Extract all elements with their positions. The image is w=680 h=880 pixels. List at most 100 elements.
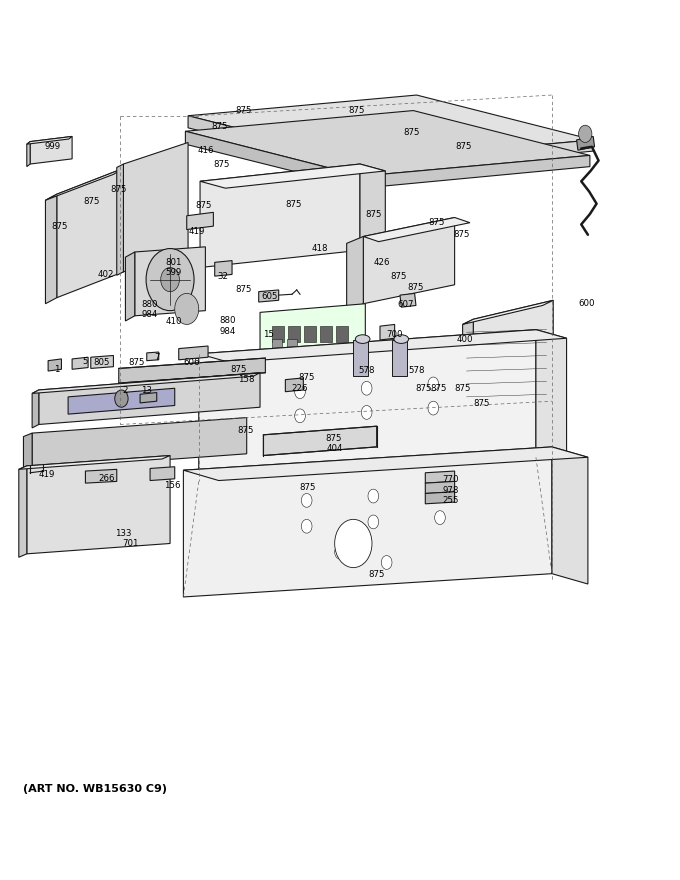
Polygon shape — [199, 330, 566, 363]
Circle shape — [175, 293, 199, 325]
Text: 875: 875 — [430, 384, 447, 392]
Circle shape — [361, 381, 372, 395]
Text: 605: 605 — [262, 292, 278, 301]
Bar — [288, 326, 300, 341]
Text: 875: 875 — [369, 570, 385, 579]
Polygon shape — [179, 346, 208, 360]
Polygon shape — [140, 392, 157, 403]
Polygon shape — [577, 136, 594, 150]
Circle shape — [428, 377, 439, 391]
Circle shape — [301, 494, 312, 507]
Polygon shape — [32, 390, 39, 428]
Text: 158: 158 — [239, 375, 255, 385]
Bar — [272, 326, 284, 341]
Circle shape — [294, 409, 305, 422]
Polygon shape — [48, 359, 61, 371]
Text: 416: 416 — [197, 146, 214, 155]
Polygon shape — [68, 388, 175, 414]
Text: 255: 255 — [443, 495, 459, 505]
Polygon shape — [23, 433, 32, 473]
Polygon shape — [150, 466, 175, 480]
Circle shape — [435, 510, 445, 524]
Circle shape — [335, 519, 372, 568]
Polygon shape — [400, 293, 416, 307]
Text: 805: 805 — [93, 358, 109, 367]
Polygon shape — [258, 290, 279, 302]
Ellipse shape — [394, 334, 409, 343]
Circle shape — [294, 385, 305, 399]
Text: 875: 875 — [454, 384, 471, 392]
Text: 402: 402 — [97, 270, 114, 279]
Polygon shape — [30, 136, 72, 164]
Text: 400: 400 — [457, 335, 473, 344]
Text: 701: 701 — [122, 539, 138, 548]
Text: 1: 1 — [54, 365, 60, 374]
Text: 419: 419 — [39, 470, 55, 479]
Text: 875: 875 — [404, 128, 420, 137]
Polygon shape — [27, 456, 170, 554]
Text: 875: 875 — [235, 284, 252, 294]
Text: 875: 875 — [408, 282, 424, 292]
Bar — [287, 339, 296, 348]
Polygon shape — [425, 481, 455, 494]
Text: (ART NO. WB15630 C9): (ART NO. WB15630 C9) — [23, 784, 167, 795]
Text: 419: 419 — [188, 227, 205, 236]
Text: 875: 875 — [390, 272, 407, 281]
Text: 13: 13 — [141, 386, 152, 395]
Text: 801: 801 — [165, 258, 182, 267]
Circle shape — [428, 401, 439, 415]
Text: 133: 133 — [115, 529, 132, 538]
Polygon shape — [32, 418, 247, 469]
Polygon shape — [19, 456, 170, 469]
Polygon shape — [552, 447, 588, 584]
Polygon shape — [462, 319, 473, 434]
Circle shape — [301, 519, 312, 533]
Polygon shape — [46, 194, 57, 304]
Text: 875: 875 — [195, 201, 211, 210]
Polygon shape — [119, 358, 265, 383]
Text: 875: 875 — [299, 373, 315, 383]
Circle shape — [579, 125, 592, 143]
Text: 578: 578 — [409, 366, 425, 375]
Text: 875: 875 — [473, 400, 490, 408]
Polygon shape — [19, 466, 27, 557]
Polygon shape — [46, 168, 124, 201]
Polygon shape — [360, 164, 386, 257]
Text: 875: 875 — [211, 121, 228, 130]
Text: 875: 875 — [365, 209, 381, 218]
Text: 978: 978 — [443, 486, 459, 495]
Polygon shape — [536, 330, 566, 466]
Polygon shape — [200, 164, 360, 268]
Polygon shape — [425, 471, 455, 483]
Circle shape — [361, 406, 372, 419]
Text: 5: 5 — [83, 357, 88, 366]
Text: 32: 32 — [218, 272, 229, 281]
Text: 875: 875 — [52, 222, 69, 231]
Text: 875: 875 — [348, 106, 365, 115]
Text: 880: 880 — [142, 300, 158, 309]
Polygon shape — [363, 217, 455, 304]
Circle shape — [146, 248, 194, 311]
Polygon shape — [260, 304, 365, 357]
Text: 15: 15 — [262, 330, 273, 340]
Text: 875: 875 — [84, 197, 101, 207]
Polygon shape — [186, 111, 590, 176]
Polygon shape — [365, 140, 593, 172]
Polygon shape — [363, 217, 470, 242]
Polygon shape — [380, 325, 394, 340]
Polygon shape — [347, 237, 363, 311]
Polygon shape — [286, 378, 303, 392]
Text: 600: 600 — [578, 299, 595, 308]
Polygon shape — [57, 168, 124, 297]
Text: 266: 266 — [99, 474, 115, 483]
Text: 599: 599 — [165, 268, 182, 277]
Text: 875: 875 — [300, 483, 316, 492]
Text: 875: 875 — [415, 384, 432, 392]
Circle shape — [368, 515, 379, 529]
Text: 156: 156 — [164, 481, 180, 490]
Bar — [320, 326, 332, 341]
Circle shape — [115, 390, 128, 407]
Text: 226: 226 — [292, 384, 308, 392]
Text: 875: 875 — [231, 365, 247, 374]
Text: 875: 875 — [129, 358, 145, 367]
